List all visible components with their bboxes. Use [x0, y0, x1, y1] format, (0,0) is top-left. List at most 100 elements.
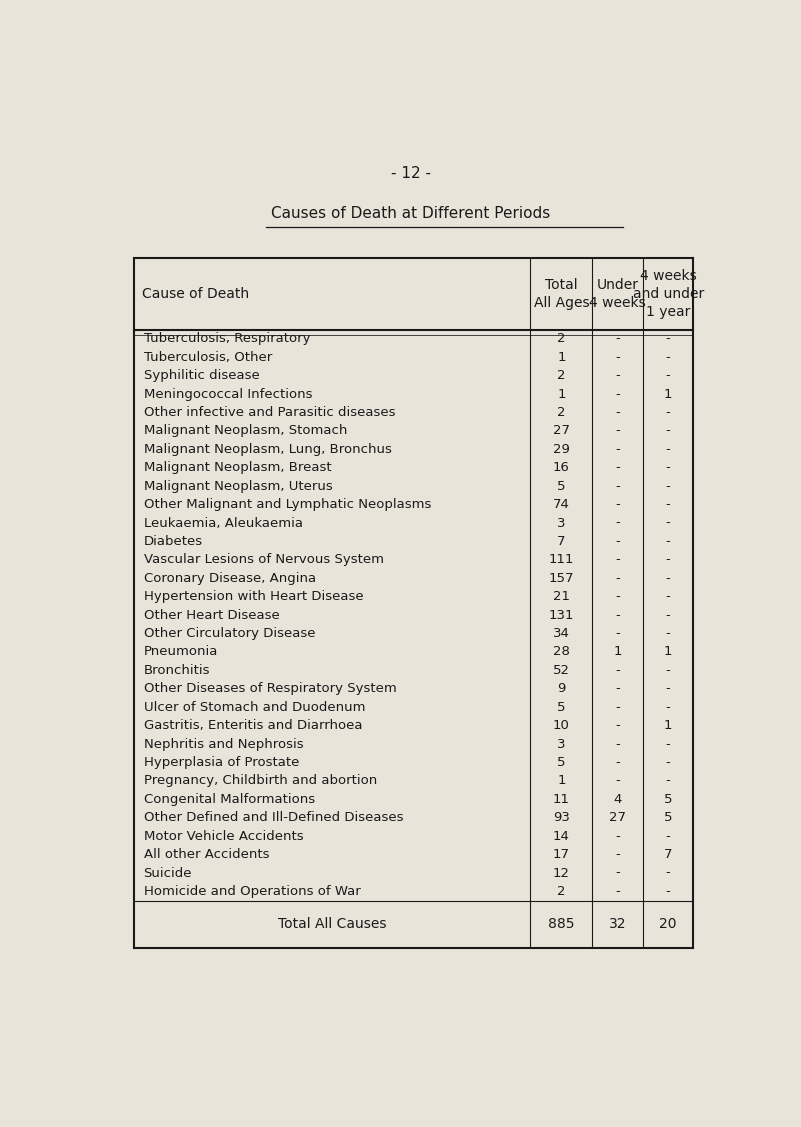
Text: Vascular Lesions of Nervous System: Vascular Lesions of Nervous System [143, 553, 384, 567]
Text: 21: 21 [553, 591, 570, 603]
Text: -: - [615, 406, 620, 419]
Text: -: - [615, 461, 620, 474]
Text: Other infective and Parasitic diseases: Other infective and Parasitic diseases [143, 406, 395, 419]
Text: -: - [666, 867, 670, 879]
Text: 16: 16 [553, 461, 570, 474]
Text: -: - [615, 535, 620, 548]
Text: - 12 -: - 12 - [391, 166, 430, 180]
Text: 4 weeks
and under
1 year: 4 weeks and under 1 year [633, 269, 704, 319]
Text: -: - [615, 350, 620, 364]
Text: Total
All Ages: Total All Ages [533, 278, 590, 310]
Text: -: - [615, 885, 620, 898]
Text: -: - [666, 535, 670, 548]
Text: Diabetes: Diabetes [143, 535, 203, 548]
Text: -: - [666, 571, 670, 585]
Text: Total All Causes: Total All Causes [278, 917, 387, 932]
Text: 17: 17 [553, 849, 570, 861]
Text: 20: 20 [659, 917, 677, 932]
Text: -: - [666, 609, 670, 622]
Text: Malignant Neoplasm, Stomach: Malignant Neoplasm, Stomach [143, 425, 347, 437]
Text: -: - [666, 682, 670, 695]
Text: Tuberculosis, Respiratory: Tuberculosis, Respiratory [143, 332, 310, 345]
Text: Pneumonia: Pneumonia [143, 646, 218, 658]
Text: -: - [615, 609, 620, 622]
Text: 2: 2 [557, 370, 566, 382]
Text: Meningococcal Infections: Meningococcal Infections [143, 388, 312, 400]
Text: Hypertension with Heart Disease: Hypertension with Heart Disease [143, 591, 363, 603]
Text: 3: 3 [557, 737, 566, 751]
Text: Other Malignant and Lymphatic Neoplasms: Other Malignant and Lymphatic Neoplasms [143, 498, 431, 512]
Text: 131: 131 [549, 609, 574, 622]
Text: Congenital Malformations: Congenital Malformations [143, 792, 315, 806]
Text: 29: 29 [553, 443, 570, 455]
Text: -: - [666, 406, 670, 419]
Text: -: - [615, 480, 620, 492]
Text: 111: 111 [549, 553, 574, 567]
Text: Pregnancy, Childbirth and abortion: Pregnancy, Childbirth and abortion [143, 774, 376, 788]
Text: 5: 5 [557, 480, 566, 492]
Text: 1: 1 [664, 388, 672, 400]
Text: 27: 27 [610, 811, 626, 824]
Text: Causes of Death at Different Periods: Causes of Death at Different Periods [271, 206, 550, 221]
Text: All other Accidents: All other Accidents [143, 849, 269, 861]
Text: Other Defined and Ill-Defined Diseases: Other Defined and Ill-Defined Diseases [143, 811, 403, 824]
Text: -: - [666, 332, 670, 345]
Text: 2: 2 [557, 332, 566, 345]
Text: Nephritis and Nephrosis: Nephritis and Nephrosis [143, 737, 304, 751]
Text: -: - [615, 682, 620, 695]
Text: -: - [666, 885, 670, 898]
Text: Under
4 weeks: Under 4 weeks [590, 278, 646, 310]
Text: 7: 7 [664, 849, 672, 861]
Text: -: - [615, 849, 620, 861]
Text: 34: 34 [553, 627, 570, 640]
Text: Cause of Death: Cause of Death [142, 287, 249, 301]
Text: 32: 32 [609, 917, 626, 932]
Text: -: - [666, 370, 670, 382]
Text: 4: 4 [614, 792, 622, 806]
Text: -: - [615, 627, 620, 640]
Text: Homicide and Operations of War: Homicide and Operations of War [143, 885, 360, 898]
Text: -: - [615, 443, 620, 455]
Text: 12: 12 [553, 867, 570, 879]
Text: -: - [666, 553, 670, 567]
Text: Syphilitic disease: Syphilitic disease [143, 370, 260, 382]
Text: -: - [666, 701, 670, 713]
Text: Hyperplasia of Prostate: Hyperplasia of Prostate [143, 756, 299, 769]
Text: -: - [615, 553, 620, 567]
Text: 5: 5 [557, 756, 566, 769]
Text: -: - [615, 737, 620, 751]
Text: -: - [615, 701, 620, 713]
Text: 1: 1 [557, 774, 566, 788]
Text: -: - [666, 443, 670, 455]
Text: -: - [615, 719, 620, 733]
Text: -: - [666, 516, 670, 530]
Text: 1: 1 [664, 719, 672, 733]
Text: -: - [666, 664, 670, 677]
Text: Ulcer of Stomach and Duodenum: Ulcer of Stomach and Duodenum [143, 701, 365, 713]
Text: 7: 7 [557, 535, 566, 548]
Text: 5: 5 [664, 792, 672, 806]
Text: -: - [615, 774, 620, 788]
Text: Malignant Neoplasm, Lung, Bronchus: Malignant Neoplasm, Lung, Bronchus [143, 443, 392, 455]
Text: 52: 52 [553, 664, 570, 677]
Text: 3: 3 [557, 516, 566, 530]
Text: -: - [666, 498, 670, 512]
Text: 1: 1 [614, 646, 622, 658]
Text: Coronary Disease, Angina: Coronary Disease, Angina [143, 571, 316, 585]
Text: -: - [666, 461, 670, 474]
Text: 14: 14 [553, 829, 570, 843]
Text: -: - [666, 774, 670, 788]
Text: Motor Vehicle Accidents: Motor Vehicle Accidents [143, 829, 304, 843]
Text: -: - [615, 867, 620, 879]
Text: -: - [666, 350, 670, 364]
Text: 11: 11 [553, 792, 570, 806]
Text: 9: 9 [557, 682, 566, 695]
Text: -: - [615, 664, 620, 677]
Text: -: - [615, 388, 620, 400]
Text: -: - [666, 737, 670, 751]
Text: 10: 10 [553, 719, 570, 733]
Text: -: - [666, 591, 670, 603]
Text: -: - [615, 332, 620, 345]
Text: 5: 5 [664, 811, 672, 824]
Text: 157: 157 [549, 571, 574, 585]
